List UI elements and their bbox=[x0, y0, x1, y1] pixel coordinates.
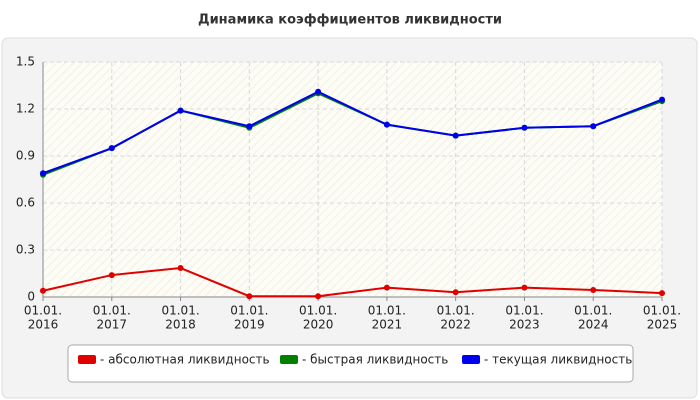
x-tick-label: 2023 bbox=[509, 318, 540, 332]
x-tick-label: 2022 bbox=[440, 318, 471, 332]
x-tick-label: 2021 bbox=[372, 318, 403, 332]
y-tick-label: 0.9 bbox=[16, 149, 35, 163]
x-tick-label: 01.01. bbox=[299, 304, 337, 318]
chart-title: Динамика коэффициентов ликвидности bbox=[198, 13, 502, 28]
x-tick-label: 2020 bbox=[303, 318, 334, 332]
x-tick-label: 01.01. bbox=[643, 304, 681, 318]
point bbox=[659, 96, 665, 103]
point bbox=[246, 123, 253, 130]
x-tick-label: 01.01. bbox=[24, 304, 62, 318]
y-tick-label: 0.6 bbox=[16, 196, 35, 210]
x-tick-label: 2018 bbox=[165, 318, 196, 332]
x-tick-label: 01.01. bbox=[230, 304, 268, 318]
x-tick-label: 01.01. bbox=[574, 304, 612, 318]
point bbox=[246, 293, 253, 300]
point bbox=[108, 145, 115, 152]
point bbox=[521, 124, 528, 131]
legend-label: - текущая ликвидность bbox=[484, 353, 632, 367]
legend-swatch bbox=[462, 355, 480, 364]
point bbox=[177, 107, 184, 114]
x-tick-label: 2025 bbox=[647, 318, 678, 332]
point bbox=[659, 290, 665, 297]
legend-swatch bbox=[280, 355, 298, 364]
point bbox=[40, 287, 46, 294]
point bbox=[452, 132, 459, 139]
legend-box bbox=[67, 344, 634, 383]
y-tick-label: 1.5 bbox=[16, 55, 35, 69]
point bbox=[383, 284, 390, 291]
legend-label: - абсолютная ликвидность bbox=[100, 353, 270, 367]
x-tick-label: 2016 bbox=[28, 318, 59, 332]
point bbox=[383, 121, 390, 128]
x-tick-label: 01.01. bbox=[437, 304, 475, 318]
legend-label: - быстрая ликвидность bbox=[302, 353, 448, 367]
series-line bbox=[42, 266, 663, 298]
point bbox=[590, 286, 597, 293]
x-tick-label: 2017 bbox=[97, 318, 128, 332]
y-tick-label: 0 bbox=[27, 290, 35, 304]
x-tick-label: 01.01. bbox=[505, 304, 543, 318]
point bbox=[315, 88, 322, 95]
point bbox=[521, 284, 528, 291]
y-tick-label: 0.3 bbox=[16, 243, 35, 257]
x-tick-label: 01.01. bbox=[368, 304, 406, 318]
point bbox=[177, 265, 184, 272]
plot-area bbox=[43, 62, 662, 297]
x-tick-label: 01.01. bbox=[93, 304, 131, 318]
x-tick-label: 2019 bbox=[234, 318, 265, 332]
series-line bbox=[42, 90, 663, 175]
legend-swatch bbox=[78, 355, 96, 364]
x-tick-label: 01.01. bbox=[161, 304, 199, 318]
point bbox=[590, 123, 597, 130]
y-tick-label: 1.2 bbox=[16, 102, 35, 116]
point bbox=[315, 293, 322, 300]
point bbox=[452, 289, 459, 296]
x-tick-label: 2024 bbox=[578, 318, 609, 332]
point bbox=[40, 170, 46, 177]
point bbox=[108, 272, 115, 279]
